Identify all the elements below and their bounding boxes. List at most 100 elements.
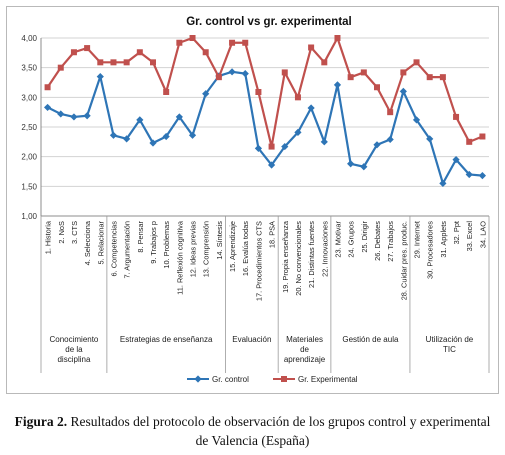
x-tick-label: 29. Internet	[413, 221, 422, 258]
data-point	[308, 44, 315, 51]
data-point	[149, 139, 157, 147]
group-label: Utilización de TIC	[426, 335, 474, 354]
x-tick-label: 28. Cuidar pres. produc.	[399, 221, 408, 300]
data-point	[228, 68, 236, 76]
data-point	[136, 49, 143, 56]
data-point	[44, 84, 51, 91]
data-point	[110, 59, 117, 66]
caption-label: Figura 2.	[14, 414, 68, 429]
data-point	[412, 116, 421, 124]
x-tick-label: 22. Innovaciones	[320, 221, 329, 277]
data-point	[162, 132, 170, 141]
data-point	[281, 69, 288, 76]
x-tick-label: 13. Comprensión	[202, 221, 211, 277]
y-tick-label: 4,00	[21, 34, 37, 43]
data-point	[136, 116, 144, 124]
data-point	[83, 112, 91, 120]
data-point	[163, 88, 170, 95]
data-point	[109, 131, 118, 139]
data-point	[123, 59, 130, 66]
y-tick-label: 1,50	[21, 182, 37, 191]
x-tick-label: 32. Ppt	[452, 221, 461, 244]
data-point	[360, 163, 368, 171]
data-point	[453, 113, 460, 120]
x-tick-label: 30. Procesadores	[426, 221, 435, 279]
data-point	[189, 35, 196, 41]
x-tick-label: 15. Aprendizaje	[228, 221, 237, 272]
x-tick-label: 11. Reflexión cognitiva	[175, 220, 184, 295]
data-point	[465, 170, 473, 179]
data-point	[307, 104, 315, 112]
x-tick-label: 19. Propia enseñanza	[281, 220, 290, 293]
group-label: Gestión de aula	[342, 335, 399, 344]
y-tick-label: 2,00	[21, 153, 37, 162]
x-tick-label: 2. NoS	[57, 221, 66, 244]
y-tick-label: 3,00	[21, 93, 37, 102]
x-tick-label: 31. Applets	[439, 221, 448, 258]
data-point	[439, 179, 447, 187]
data-point	[43, 103, 52, 112]
chart-title: Gr. control vs gr. experimental	[186, 16, 352, 28]
line-chart: Gr. control vs gr. experimental 1,00 1,50 2…	[21, 16, 490, 384]
x-tick-label: 5. Relacionar	[96, 220, 105, 264]
data-point	[373, 141, 381, 149]
data-point	[374, 84, 380, 91]
x-tick-label: 33. Excel	[465, 221, 474, 252]
x-tick-label: 18. PSA	[268, 221, 277, 248]
caption-text: Resultados del protocolo de observación …	[67, 414, 491, 448]
data-point	[426, 135, 434, 143]
data-point	[426, 74, 433, 81]
x-tick-label: 25. Dirigir	[360, 220, 369, 252]
data-point	[70, 113, 78, 121]
data-point	[57, 110, 65, 118]
x-tick-label: 14. Síntesis	[215, 221, 224, 260]
data-point	[386, 135, 394, 144]
data-point	[294, 128, 302, 136]
x-tick-label: 3. CTS	[70, 221, 79, 244]
data-point	[321, 59, 328, 66]
data-point	[347, 160, 355, 168]
data-point	[255, 88, 262, 95]
x-tick-label: 23. Motivar	[333, 220, 342, 257]
data-point	[320, 138, 328, 146]
group-label: Materiales de aprendizaje	[284, 335, 326, 364]
data-point	[202, 49, 209, 56]
legend-label: Gr. control	[212, 375, 249, 384]
x-tick-label: 8. Pensar	[136, 220, 145, 252]
data-point	[267, 161, 276, 169]
x-tick-label: 24. Grupos	[347, 221, 356, 258]
series-line	[46, 36, 483, 148]
data-point	[150, 59, 156, 66]
data-point	[97, 59, 104, 66]
group-label: Estrategias de enseñanza	[120, 335, 213, 344]
x-tick-label: 27. Trabajos	[386, 221, 395, 262]
data-point	[452, 156, 460, 164]
data-point	[413, 59, 420, 66]
data-point	[70, 49, 77, 56]
x-tick-label: 6. Competencias	[109, 221, 118, 277]
data-point	[466, 138, 473, 145]
data-point	[333, 81, 342, 89]
data-point	[123, 135, 131, 143]
data-point	[281, 142, 289, 151]
x-tick-label: 17. Procedimientos CTS	[254, 221, 263, 301]
data-point	[347, 74, 354, 81]
data-point	[242, 39, 249, 46]
data-point	[387, 109, 394, 116]
legend-label: Gr. Experimental	[298, 375, 358, 384]
x-tick-label: 9. Trabajos p	[149, 221, 158, 264]
data-point	[294, 94, 301, 101]
data-point	[479, 133, 486, 140]
data-point	[399, 87, 407, 95]
x-tick-label: 16. Evalúa todas	[241, 221, 250, 276]
x-tick-label: 20. No convencionales	[294, 221, 303, 296]
data-point	[478, 172, 487, 180]
data-point	[202, 90, 210, 98]
x-tick-label: 34. LAO	[478, 221, 487, 248]
x-tick-label: 10. Problemas	[162, 221, 171, 269]
x-tick-label: 12. Ideas previas	[189, 221, 198, 278]
x-tick-label: 26. Debates	[373, 221, 382, 261]
y-tick-label: 2,50	[21, 123, 37, 132]
data-point	[241, 70, 249, 78]
chart-frame: Gr. control vs gr. experimental 1,00 1,50 2…	[6, 6, 499, 394]
